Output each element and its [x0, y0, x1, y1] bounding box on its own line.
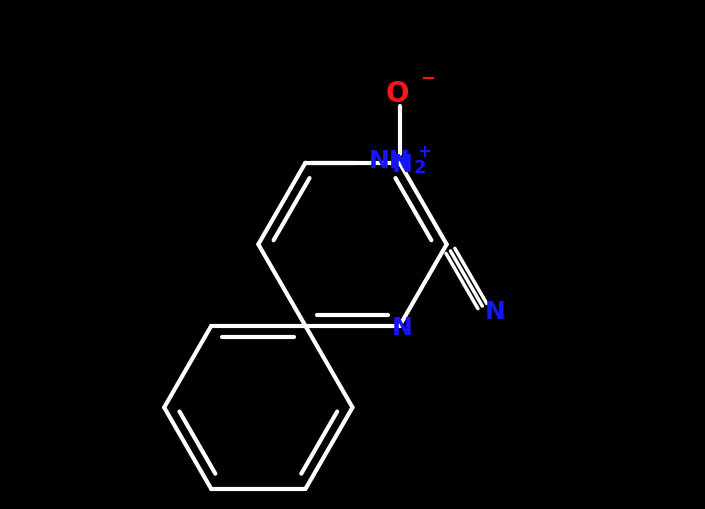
Text: 2: 2: [414, 159, 427, 177]
Text: N: N: [392, 317, 412, 341]
Text: NH: NH: [369, 149, 410, 173]
Text: N: N: [484, 300, 505, 324]
Text: N: N: [392, 153, 412, 177]
Text: +: +: [417, 143, 431, 160]
Text: −: −: [420, 70, 435, 88]
Text: O: O: [386, 80, 409, 108]
